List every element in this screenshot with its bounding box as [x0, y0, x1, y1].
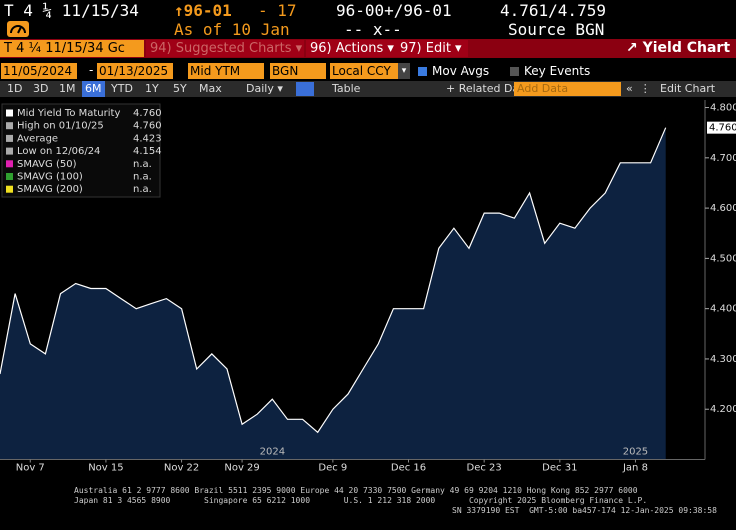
legend-value: 4.154 [133, 146, 162, 157]
legend-label: Mid Yield To Maturity [17, 108, 120, 119]
edit-chart[interactable]: Edit Chart [660, 82, 716, 95]
key-events-checkbox[interactable] [510, 67, 519, 76]
legend-swatch [6, 173, 13, 180]
period-button[interactable]: 1M [59, 82, 76, 95]
gauge-icon[interactable] [6, 20, 30, 38]
legend-label: SMAVG (50) [17, 159, 77, 170]
legend-swatch [6, 109, 13, 117]
bid-ask-yield: 4.761/4.759 [500, 1, 606, 20]
legend-value: 4.760 [133, 108, 162, 119]
footer-line: Japan 81 3 4565 8900 Singapore 65 6212 1… [74, 496, 648, 505]
last-value-box [707, 121, 736, 134]
add-data[interactable]: Add Data [514, 82, 621, 96]
source: Source BGN [508, 20, 605, 39]
footer-line: SN 3379190 EST GMT-5:00 ba457-174 12-Jan… [452, 506, 717, 515]
y-tick-label: 4.500 [710, 253, 736, 264]
legend-label: Low on 12/06/24 [17, 146, 100, 157]
mov-avgs[interactable]: Mov Avgs [432, 64, 490, 78]
legend-value: n.a. [133, 172, 152, 183]
security-field[interactable]: T 4 ¼ 11/15/34 Gc [0, 40, 144, 57]
start-date[interactable]: 11/05/2024 [1, 63, 77, 79]
area [0, 127, 666, 460]
mov-avgs-checkbox[interactable] [418, 67, 427, 76]
legend-value: 4.423 [133, 133, 162, 144]
x-tick-label: Nov 7 [16, 463, 45, 474]
last-value-label: 4.760 [709, 123, 736, 134]
suggested-charts[interactable]: 94) Suggested Charts ▾ [146, 40, 304, 57]
period-button[interactable]: 1D [7, 82, 23, 95]
line [0, 127, 667, 434]
legend-label: SMAVG (100) [17, 172, 83, 183]
legend-box [1, 103, 161, 198]
currency[interactable]: Local CCY [330, 63, 400, 79]
y-tick-label: 4.700 [710, 153, 736, 164]
year-label: 2025 [623, 447, 648, 458]
period-button[interactable]: 3D [33, 82, 49, 95]
x-tick-label: Jan 8 [622, 463, 648, 474]
legend-value: n.a. [133, 159, 152, 170]
y-tick-label: 4.200 [710, 404, 736, 415]
pricing-source[interactable]: BGN [270, 63, 326, 79]
legend-value: n.a. [133, 184, 152, 195]
table-button[interactable]: Table [332, 82, 361, 95]
legend-swatch [6, 122, 13, 130]
end-date[interactable]: 01/13/2025 [97, 63, 173, 79]
spread: -- x-- [344, 20, 402, 39]
x-tick-label: Dec 23 [467, 463, 502, 474]
view-title-text: Yield Chart [642, 40, 731, 56]
y-tick-label: 4.400 [710, 304, 736, 315]
x-tick-label: Nov 22 [164, 463, 199, 474]
period-button[interactable]: YTD [111, 82, 133, 95]
chart: 4.200 4.300 4.400 4.500 4.600 4.700 4.800 4.760… [0, 100, 736, 474]
key-events[interactable]: Key Events [524, 64, 591, 78]
y-tick-label: 4.800 [710, 103, 736, 114]
y-tick-label: 4.600 [710, 203, 736, 214]
legend-label: Average [17, 133, 58, 144]
edit-menu[interactable]: 97) Edit ▾ [396, 40, 468, 57]
date-dash: - [89, 63, 94, 77]
footer-line: Australia 61 2 9777 8600 Brazil 5511 239… [74, 486, 638, 495]
legend-swatch [6, 134, 13, 142]
change: - 17 [258, 1, 297, 20]
ticker: T 4 ¼ 11/15/34 [4, 1, 139, 20]
legend-label: High on 01/10/25 [17, 121, 104, 132]
as-of: As of 10 Jan [174, 20, 290, 39]
legend-label: SMAVG (200) [17, 184, 83, 195]
x-tick-label: Nov 29 [224, 463, 259, 474]
legend-value: 4.760 [133, 121, 162, 132]
currency-dropdown[interactable]: ▾ [398, 63, 410, 79]
field[interactable]: Mid YTM [188, 63, 264, 79]
bid-ask-price: 96-00+/96-01 [336, 1, 452, 20]
view-title: ↗ Yield Chart [626, 40, 731, 56]
chart-icon[interactable] [296, 82, 314, 96]
period-button[interactable]: 5Y [173, 82, 187, 95]
period-button[interactable]: 6M [82, 81, 105, 97]
price: ↑96-01 [174, 1, 232, 20]
collapse[interactable]: « ⋮ [626, 82, 651, 95]
x-tick-label: Nov 15 [88, 463, 123, 474]
year-label: 2024 [260, 447, 285, 458]
x-tick-label: Dec 16 [391, 463, 426, 474]
legend-swatch [6, 160, 13, 168]
x-tick-label: Dec 31 [542, 463, 577, 474]
y-tick-label: 4.300 [710, 354, 736, 365]
frequency[interactable]: Daily ▾ [246, 82, 283, 95]
period-button[interactable]: Max [199, 82, 222, 95]
legend-swatch [6, 185, 13, 193]
period-button[interactable]: 1Y [145, 82, 159, 95]
x-tick-label: Dec 9 [318, 463, 347, 474]
legend-swatch [6, 147, 13, 155]
actions-menu[interactable]: 96) Actions ▾ [306, 40, 398, 57]
